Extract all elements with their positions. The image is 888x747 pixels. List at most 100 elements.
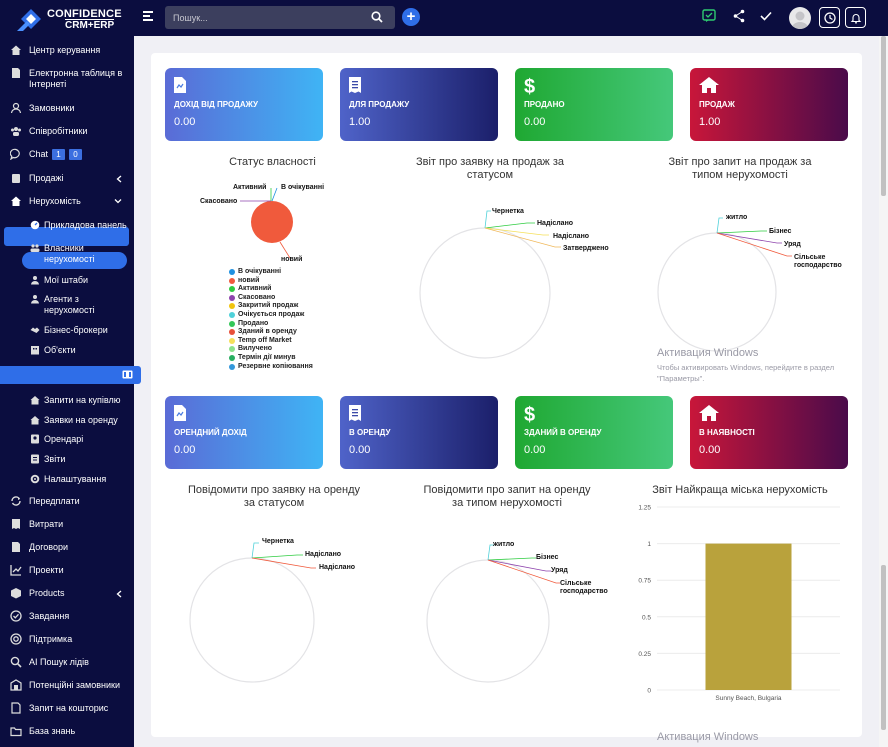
svg-text:$: $ — [524, 76, 535, 96]
nav-label: База знань — [29, 726, 76, 736]
nav-label: Передплати — [29, 496, 80, 506]
cart-icon — [12, 174, 20, 183]
title-line2: за типом нерухомості — [452, 497, 562, 509]
legend-item[interactable]: Очікується продаж — [229, 311, 313, 320]
nav-label: Завдання — [29, 611, 70, 621]
timer-button[interactable] — [819, 7, 840, 28]
pie-label: В очікуванні — [281, 184, 325, 191]
title-line1: Повідомити про заявку на оренду — [187, 484, 361, 496]
pie-label: Уряд — [784, 241, 801, 248]
bar[interactable] — [705, 543, 792, 690]
title-line2: типом нерухомості — [692, 169, 788, 181]
floating-selection[interactable] — [0, 366, 141, 384]
legend-item[interactable]: Продано — [229, 320, 313, 329]
stat-title: ДОХІД ВІД ПРОДАЖУ — [174, 100, 258, 109]
rent-status-pie — [189, 542, 316, 683]
subnav-label: Налаштування — [44, 474, 107, 484]
people-icon — [30, 244, 40, 252]
legend-item[interactable]: Резервне копіювання — [229, 363, 313, 372]
title-line1: Звіт про заявку на продаж за — [415, 156, 565, 168]
legend-item[interactable]: В очікуванні — [229, 268, 313, 277]
legend-item[interactable]: Зданий в оренду — [229, 328, 313, 337]
share-icon[interactable] — [733, 9, 745, 23]
stat-rental-income[interactable]: ОРЕНДНИЙ ДОХІД 0.00 — [165, 396, 323, 469]
folder-icon — [10, 727, 22, 737]
home-icon — [11, 45, 21, 55]
empty-pie-ring — [419, 227, 551, 359]
chat-icon[interactable] — [702, 9, 716, 23]
nav-label: Електронна таблиця в Інтернеті — [29, 68, 123, 89]
pie-label: господарство — [794, 262, 842, 269]
title-line1: Звіт про запит на продаж за — [668, 156, 812, 168]
pie-label: Чернетка — [492, 208, 524, 215]
nav-label: Продажі — [29, 173, 64, 183]
pie-slice-new[interactable] — [251, 201, 293, 243]
legend-label: Активний — [238, 285, 272, 293]
stat-title: ПРОДАНО — [524, 100, 565, 109]
search-bar — [165, 6, 395, 29]
pie-label: житло — [493, 541, 515, 548]
scrollbar-thumb-lower[interactable] — [881, 565, 886, 730]
title-line2: статусом — [466, 169, 514, 181]
check-icon[interactable] — [760, 11, 772, 21]
stat-for-sale[interactable]: ДЛЯ ПРОДАЖУ 1.00 — [340, 68, 498, 141]
nav-label: Products — [29, 588, 65, 598]
stat-sale[interactable]: ПРОДАЖ 1.00 — [690, 68, 848, 141]
brand-logo[interactable]: CONFIDENCE CRM+ERP — [17, 5, 137, 33]
pie-label: новий — [281, 256, 303, 263]
add-new-button[interactable]: + — [402, 8, 420, 26]
page-scrollbar[interactable] — [879, 36, 888, 747]
stat-title: ПРОДАЖ — [699, 100, 735, 109]
contact-icon — [31, 434, 39, 444]
handshake-icon — [30, 327, 40, 333]
sale-type-pie — [657, 217, 792, 352]
house-icon — [11, 196, 21, 206]
stat-sales-income[interactable]: ДОХІД ВІД ПРОДАЖУ 0.00 — [165, 68, 323, 141]
legend-item[interactable]: Temp off Market — [229, 337, 313, 346]
legend-label: Очікується продаж — [238, 310, 305, 318]
home-icon — [699, 77, 719, 93]
watermark-title: Активация Windows — [657, 347, 759, 359]
legend-item[interactable]: Скасовано — [229, 294, 313, 303]
chart-line-icon — [10, 565, 22, 576]
house-key-icon — [30, 416, 40, 425]
nav-label: Договори — [29, 542, 69, 552]
user-avatar[interactable] — [789, 7, 811, 29]
legend-label: Скасовано — [238, 293, 276, 301]
stat-available[interactable]: В НАЯВНОСТІ 0.00 — [690, 396, 848, 469]
rent-status-title: Повідомити про заявку на оренду за статус… — [180, 484, 368, 510]
nav-label: Співробітники — [29, 126, 88, 136]
subnav-label: Орендарі — [44, 434, 84, 444]
stat-title: В ОРЕНДУ — [349, 428, 391, 437]
scrollbar-thumb[interactable] — [881, 36, 886, 196]
legend-item[interactable]: Вилучено — [229, 345, 313, 354]
document-icon — [12, 68, 20, 78]
refresh-icon — [11, 496, 21, 506]
empty-pie-ring — [189, 557, 315, 683]
search-input[interactable] — [173, 10, 363, 25]
legend-label: Вилучено — [238, 345, 273, 353]
legend-item[interactable]: Термін дії минув — [229, 354, 313, 363]
stat-sold[interactable]: $ ПРОДАНО 0.00 — [515, 68, 673, 141]
nav-label: Центр керування — [29, 45, 101, 55]
menu-toggle-icon[interactable] — [143, 11, 153, 23]
chat-bubble-icon — [10, 148, 20, 160]
bell-icon — [850, 14, 862, 24]
stat-rented[interactable]: $ ЗДАНИЙ В ОРЕНДУ 0.00 — [515, 396, 673, 469]
building-icon — [31, 346, 39, 355]
stat-value: 0.00 — [524, 116, 546, 128]
legend-label: Резервне копіювання — [238, 362, 313, 370]
y-tick-label: 1.25 — [638, 505, 651, 512]
legend-item[interactable]: Закритий продаж — [229, 302, 313, 311]
legend-item[interactable]: новий — [229, 277, 313, 286]
title-line2: за статусом — [243, 497, 305, 509]
notifications-button[interactable] — [845, 7, 866, 28]
legend-label: Продано — [238, 319, 269, 327]
stat-title: ДЛЯ ПРОДАЖУ — [349, 100, 410, 109]
legend-item[interactable]: Активний — [229, 285, 313, 294]
stat-for-rent[interactable]: В ОРЕНДУ 0.00 — [340, 396, 498, 469]
search-icon[interactable] — [371, 11, 383, 23]
pie-label: Уряд — [551, 567, 568, 574]
property-status-pie — [240, 187, 293, 259]
pie-label: Скасовано — [200, 198, 238, 205]
